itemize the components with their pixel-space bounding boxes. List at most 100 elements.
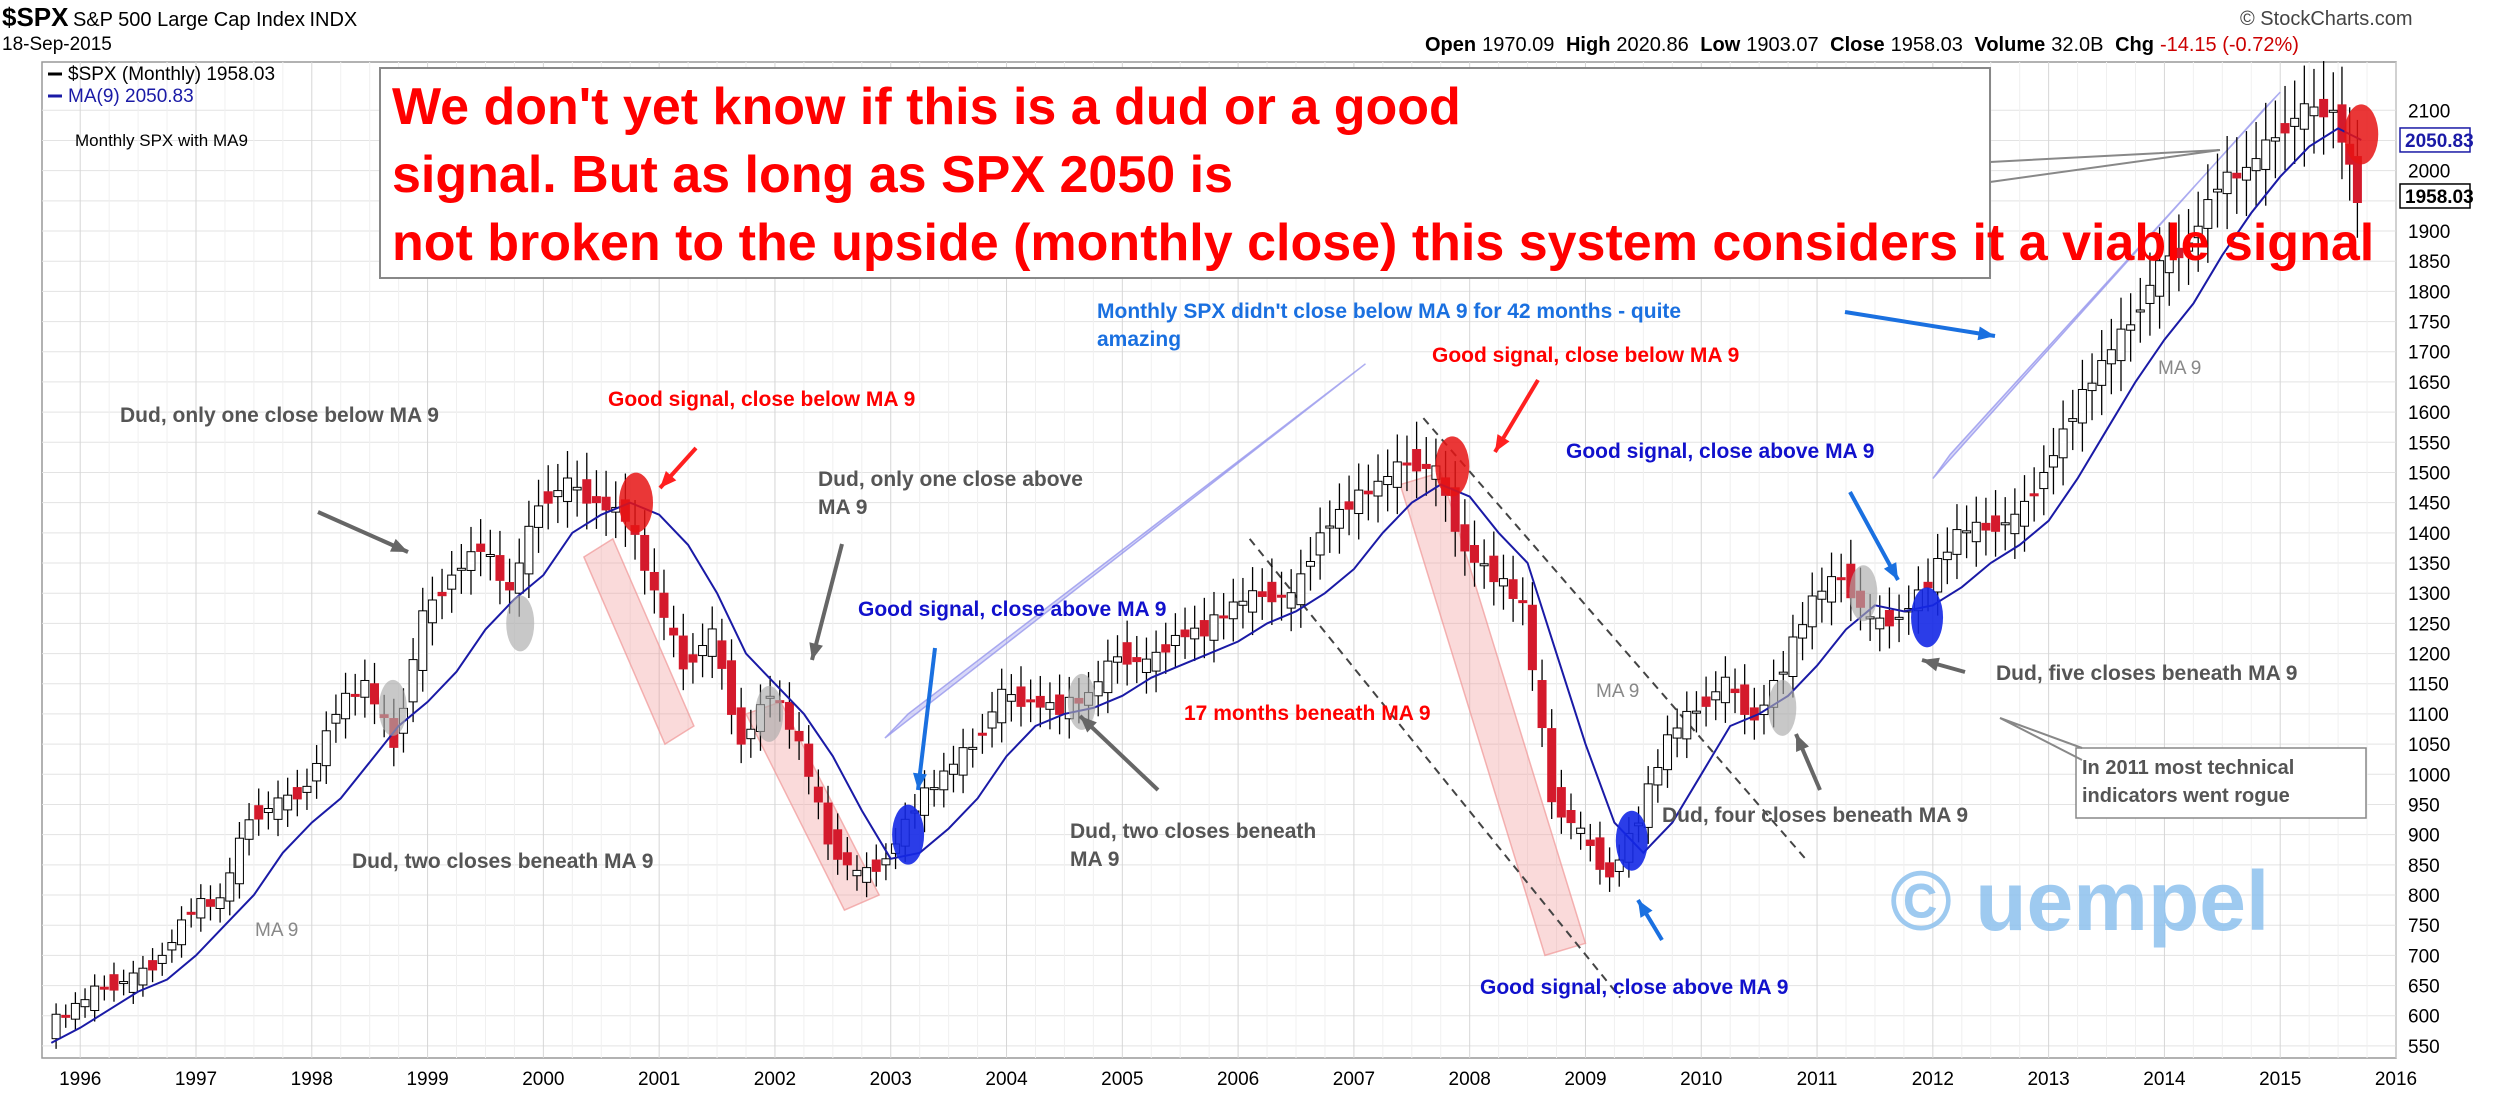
blue-uptrend-band xyxy=(1932,91,2281,480)
candle-body xyxy=(1383,475,1393,486)
x-tick-label: 1999 xyxy=(406,1069,448,1090)
candle-body xyxy=(2020,500,2030,527)
candle-body xyxy=(1199,620,1209,637)
candle-body xyxy=(1653,766,1663,786)
candle-body xyxy=(871,859,881,872)
signal-annotation: Good signal, close above MA 9 xyxy=(1480,976,1788,999)
signal-annotation: Dud, two closes beneath MA 9 xyxy=(352,850,653,873)
y-tick-label: 750 xyxy=(2408,916,2440,937)
candle-body xyxy=(1672,727,1682,739)
x-tick-label: 2011 xyxy=(1797,1069,1838,1090)
candle-body xyxy=(1518,600,1528,604)
x-tick-label: 2006 xyxy=(1217,1069,1259,1090)
candle-body xyxy=(312,762,322,782)
price-tag-label: 1958.03 xyxy=(2405,187,2474,208)
candle-body xyxy=(495,555,505,581)
volume-value: 32.0B xyxy=(2051,34,2104,56)
candle-body xyxy=(1498,578,1508,587)
candle-body xyxy=(2280,123,2290,134)
x-tick-label: 2005 xyxy=(1101,1069,1143,1090)
candle-body xyxy=(1093,681,1103,697)
candle-body xyxy=(562,477,572,502)
dud-arrow xyxy=(1796,734,1809,752)
candle-body xyxy=(80,999,90,1008)
dud-marker xyxy=(1067,673,1096,730)
candle-body xyxy=(1392,461,1402,488)
candle-body xyxy=(1827,576,1837,603)
candle-body xyxy=(1933,558,1943,593)
candle-body xyxy=(1305,560,1315,567)
candle-body xyxy=(813,786,823,803)
headline-text: We don't yet know if this is a dud or a … xyxy=(392,78,1461,136)
candle-body xyxy=(1055,694,1065,715)
candle-body xyxy=(1527,604,1537,671)
signal-annotation: amazing xyxy=(1097,328,1181,351)
candle-body xyxy=(2203,199,2213,229)
candle-body xyxy=(2309,106,2319,117)
channel-line xyxy=(1248,538,1621,999)
candle-body xyxy=(1122,642,1132,665)
x-tick-label: 2004 xyxy=(985,1069,1028,1090)
candle-body xyxy=(717,640,727,669)
y-tick-label: 600 xyxy=(2408,1007,2440,1028)
index-name: S&P 500 Large Cap Index xyxy=(72,9,305,31)
candle-body xyxy=(1682,710,1692,740)
candle-body xyxy=(1942,551,1952,561)
y-tick-label: 650 xyxy=(2408,977,2440,998)
candle-body xyxy=(1161,644,1171,653)
candle-body xyxy=(524,525,534,575)
y-tick-label: 2000 xyxy=(2408,162,2450,183)
y-tick-label: 1350 xyxy=(2408,554,2450,575)
candle-body xyxy=(1508,579,1518,599)
x-tick-label: 2007 xyxy=(1333,1069,1375,1090)
open-label: Open xyxy=(1425,34,1477,56)
candle-body xyxy=(196,898,206,919)
candle-body xyxy=(1412,449,1422,472)
candle-body xyxy=(553,490,563,498)
y-tick-label: 1400 xyxy=(2408,524,2450,545)
candle-body xyxy=(447,574,457,590)
candle-body xyxy=(1807,595,1817,628)
candle-body xyxy=(534,505,544,528)
candle-body xyxy=(157,954,167,964)
candle-body xyxy=(99,986,109,990)
candle-body xyxy=(688,654,698,663)
candle-body xyxy=(1180,629,1190,638)
candle-body xyxy=(958,747,968,776)
y-tick-label: 950 xyxy=(2408,795,2440,816)
candle-body xyxy=(254,805,264,820)
signal-annotation: Dud, only one close below MA 9 xyxy=(120,404,439,427)
dud-arrow xyxy=(1080,716,1097,733)
buy-signal-marker xyxy=(892,804,925,865)
candle-body xyxy=(1296,573,1306,606)
candle-body xyxy=(1566,810,1576,824)
price-tag-label: 2050.83 xyxy=(2405,131,2474,152)
x-tick-label: 2008 xyxy=(1449,1069,1491,1090)
y-tick-label: 1450 xyxy=(2408,494,2450,515)
signal-arrow xyxy=(1638,900,1653,918)
candle-body xyxy=(138,967,148,986)
signal-annotation: 17 months beneath MA 9 xyxy=(1184,702,1431,725)
candle-body xyxy=(1952,529,1962,555)
candle-body xyxy=(225,872,235,902)
candle-body xyxy=(1595,837,1605,870)
y-tick-label: 800 xyxy=(2408,886,2440,907)
annotations: We don't yet know if this is a dud or a … xyxy=(120,67,2374,999)
signal-annotation: Dud, two closes beneath xyxy=(1070,820,1316,843)
candle-body xyxy=(128,972,138,993)
candle-body xyxy=(842,852,852,866)
blue-uptrend-band xyxy=(884,363,1366,739)
candle-body xyxy=(948,763,958,775)
y-tick-label: 1500 xyxy=(2408,463,2450,484)
candle-body xyxy=(1132,657,1142,663)
candle-body xyxy=(2058,428,2068,459)
candle-body xyxy=(109,974,119,991)
candle-body xyxy=(1373,480,1383,497)
price-stats: Open 1970.09 High 2020.86 Low 1903.07 Close… xyxy=(1425,34,2305,57)
candle-body xyxy=(1884,610,1894,627)
candle-body xyxy=(2328,109,2338,113)
candle-body xyxy=(823,802,833,845)
candle-body xyxy=(746,728,756,740)
